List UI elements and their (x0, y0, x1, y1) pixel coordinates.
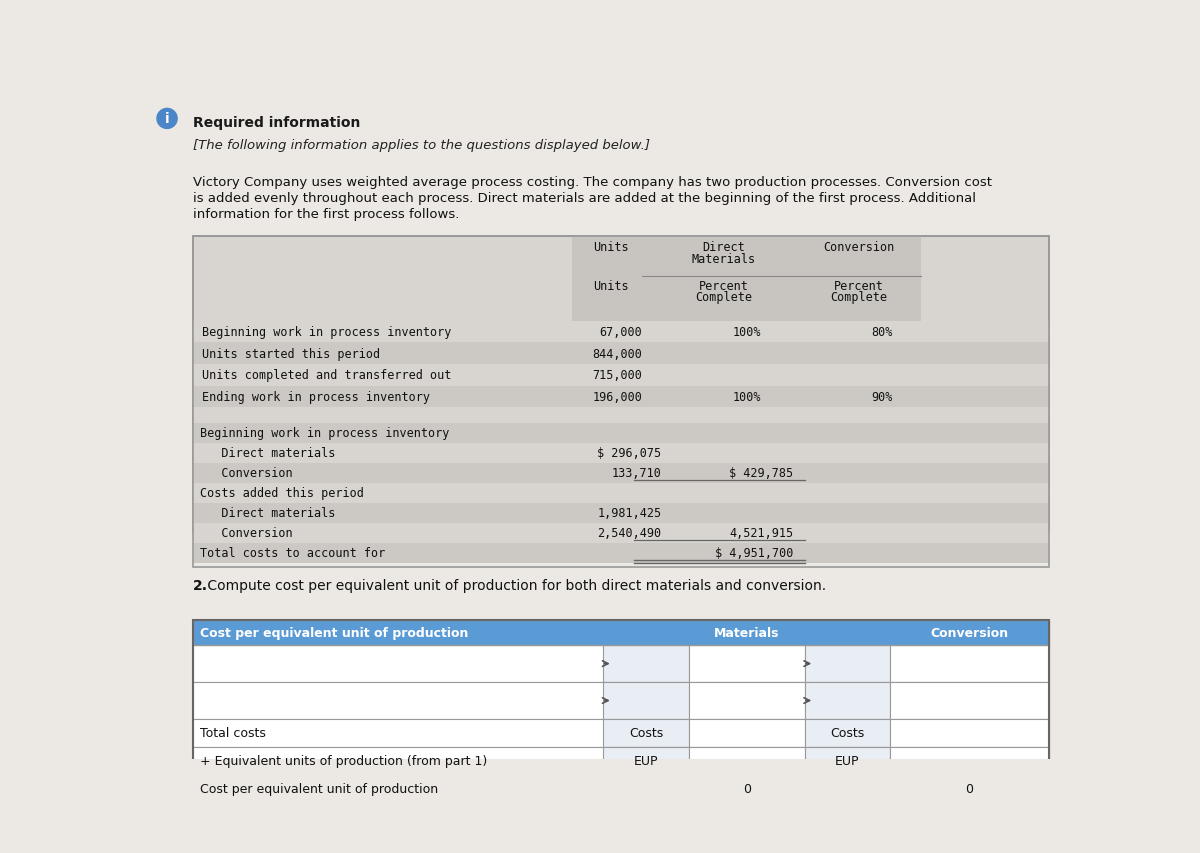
Text: Beginning work in process inventory: Beginning work in process inventory (200, 426, 450, 439)
Text: Victory Company uses weighted average process costing. The company has two produ: Victory Company uses weighted average pr… (193, 176, 991, 189)
Bar (193, 621, 1049, 646)
Text: Complete: Complete (695, 291, 752, 304)
Text: Cost per equivalent unit of production: Cost per equivalent unit of production (200, 782, 438, 795)
Text: Costs: Costs (629, 727, 664, 740)
Text: $ 296,075: $ 296,075 (598, 447, 661, 460)
Text: 100%: 100% (732, 391, 761, 403)
Text: Conversion: Conversion (823, 241, 895, 254)
Text: Direct materials: Direct materials (200, 447, 336, 460)
Bar (604, 646, 689, 682)
Text: Costs added this period: Costs added this period (200, 486, 365, 500)
Bar (805, 775, 890, 802)
Text: Conversion: Conversion (930, 627, 1009, 640)
Bar (193, 646, 1049, 682)
Text: 196,000: 196,000 (593, 391, 642, 403)
Bar (193, 775, 1049, 802)
Text: + Equivalent units of production (from part 1): + Equivalent units of production (from p… (200, 754, 487, 767)
Text: 0: 0 (966, 782, 973, 795)
Text: EUP: EUP (835, 754, 859, 767)
Text: 90%: 90% (871, 391, 893, 403)
Text: 2,540,490: 2,540,490 (598, 526, 661, 540)
Text: 2.: 2. (193, 578, 208, 593)
Text: EUP: EUP (634, 754, 659, 767)
Bar (805, 747, 890, 775)
Text: is added evenly throughout each process. Direct materials are added at the begin: is added evenly throughout each process.… (193, 192, 976, 205)
Text: Materials: Materials (691, 252, 756, 265)
Bar (193, 237, 1049, 567)
Bar (805, 682, 890, 719)
Text: Direct materials: Direct materials (200, 507, 336, 519)
Bar (689, 747, 805, 775)
Bar (193, 682, 1049, 719)
Text: Beginning work in process inventory: Beginning work in process inventory (202, 326, 451, 339)
Text: Cost per equivalent unit of production: Cost per equivalent unit of production (200, 627, 469, 640)
Bar (890, 747, 1049, 775)
Text: Conversion: Conversion (200, 467, 293, 479)
Circle shape (157, 109, 178, 130)
Bar (890, 775, 1049, 802)
Bar (193, 408, 1049, 423)
Text: 4,521,915: 4,521,915 (730, 526, 793, 540)
Text: information for the first process follows.: information for the first process follow… (193, 208, 458, 221)
Bar (604, 775, 689, 802)
Text: Units: Units (593, 279, 629, 293)
Bar (193, 503, 1049, 523)
Text: 715,000: 715,000 (593, 368, 642, 382)
Bar (604, 682, 689, 719)
Text: Ending work in process inventory: Ending work in process inventory (202, 391, 430, 403)
Bar (193, 423, 1049, 443)
Bar (572, 237, 922, 322)
Text: Direct: Direct (702, 241, 745, 254)
Bar (689, 775, 805, 802)
Text: Units: Units (593, 241, 629, 254)
Bar (689, 719, 805, 747)
Text: 80%: 80% (871, 326, 893, 339)
Bar (805, 646, 890, 682)
Bar (193, 719, 1049, 747)
Bar (193, 386, 1049, 408)
Text: [The following information applies to the questions displayed below.]: [The following information applies to th… (193, 139, 649, 153)
Text: 0: 0 (743, 782, 751, 795)
Bar (604, 747, 689, 775)
Text: Costs: Costs (830, 727, 865, 740)
Text: Required information: Required information (193, 116, 360, 131)
Text: 100%: 100% (732, 326, 761, 339)
Text: Conversion: Conversion (200, 526, 293, 540)
Text: 133,710: 133,710 (612, 467, 661, 479)
Bar (890, 646, 1049, 682)
Text: Units started this period: Units started this period (202, 347, 380, 360)
Bar (689, 646, 805, 682)
Bar (890, 682, 1049, 719)
Bar (193, 747, 1049, 775)
Text: 844,000: 844,000 (593, 347, 642, 360)
Bar (604, 719, 689, 747)
Bar (193, 463, 1049, 483)
Text: Percent: Percent (834, 279, 884, 293)
Bar (805, 719, 890, 747)
Text: Total costs to account for: Total costs to account for (200, 547, 385, 560)
Text: Units completed and transferred out: Units completed and transferred out (202, 368, 451, 382)
Text: Total costs: Total costs (200, 727, 266, 740)
Text: $ 429,785: $ 429,785 (730, 467, 793, 479)
Bar (193, 322, 1049, 343)
Bar (193, 621, 1049, 802)
Bar (193, 364, 1049, 386)
Text: $ 4,951,700: $ 4,951,700 (715, 547, 793, 560)
Bar (193, 443, 1049, 463)
Text: i: i (164, 113, 169, 126)
Bar (689, 682, 805, 719)
Text: Percent: Percent (698, 279, 749, 293)
Text: Materials: Materials (714, 627, 780, 640)
Text: 67,000: 67,000 (599, 326, 642, 339)
Bar (193, 523, 1049, 543)
Bar (193, 483, 1049, 503)
Text: Compute cost per equivalent unit of production for both direct materials and con: Compute cost per equivalent unit of prod… (203, 578, 826, 593)
Bar (193, 543, 1049, 563)
Bar (193, 343, 1049, 364)
Text: Complete: Complete (830, 291, 888, 304)
Text: 1,981,425: 1,981,425 (598, 507, 661, 519)
Bar (193, 237, 1049, 533)
Bar (890, 719, 1049, 747)
